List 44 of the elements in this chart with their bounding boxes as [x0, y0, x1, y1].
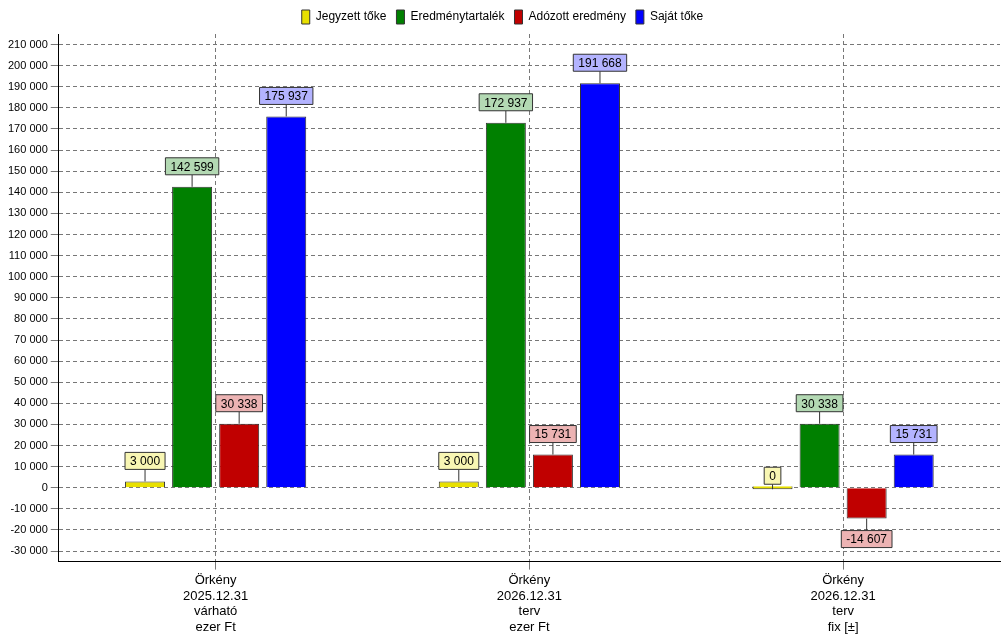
- legend-label: Eredménytartalék: [410, 9, 506, 24]
- data-label: -14 607: [846, 532, 888, 547]
- y-tick-label: 100 000: [8, 269, 48, 282]
- legend-label: Adózott eredmény: [528, 9, 626, 24]
- y-tick-label: 140 000: [8, 185, 48, 198]
- y-tick-label: 10 000: [14, 459, 48, 472]
- y-tick-label: 70 000: [14, 333, 48, 346]
- y-tick-label: 50 000: [14, 375, 48, 388]
- y-tick-label: 180 000: [8, 100, 48, 113]
- y-tick-label: 130 000: [8, 206, 48, 219]
- legend-label: Jegyzett tőke: [315, 9, 387, 24]
- x-tick-label: Örkény 2026.12.31 terv fix [±]: [810, 571, 876, 634]
- data-label: 30 338: [801, 396, 839, 411]
- data-label: 142 599: [170, 159, 215, 174]
- data-label: 191 668: [578, 56, 622, 71]
- data-label: 0: [769, 469, 777, 484]
- y-tick-label: 120 000: [8, 227, 48, 240]
- y-tick-label: 0: [41, 480, 48, 493]
- data-label: 3 000: [130, 454, 161, 469]
- y-tick-label: 170 000: [8, 122, 48, 134]
- y-tick-label: 150 000: [8, 164, 48, 177]
- y-tick-label: 20 000: [14, 438, 48, 451]
- y-tick-label: -30 000: [10, 544, 48, 557]
- y-tick-label: 60 000: [14, 354, 48, 367]
- x-tick-label: Örkény 2026.12.31 terv ezer Ft: [496, 571, 562, 634]
- y-tick-label: 210 000: [8, 37, 48, 50]
- y-tick-label: 40 000: [14, 396, 48, 409]
- data-label: 15 731: [895, 427, 933, 442]
- y-tick-label: -10 000: [10, 501, 48, 514]
- data-label: 3 000: [443, 454, 475, 469]
- x-tick-label: Örkény 2025.12.31 várható ezer Ft: [183, 571, 249, 634]
- y-tick-label: 30 000: [14, 417, 48, 430]
- y-tick-label: -20 000: [10, 522, 48, 535]
- legend-label: Saját tőke: [649, 9, 704, 24]
- y-tick-label: 90 000: [14, 290, 48, 303]
- y-tick-label: 190 000: [8, 79, 48, 92]
- data-label: 175 937: [264, 89, 309, 104]
- y-tick-label: 200 000: [8, 58, 48, 71]
- data-label: 30 338: [220, 396, 258, 411]
- data-label: 172 937: [484, 95, 528, 110]
- y-tick-label: 110 000: [8, 248, 48, 261]
- y-tick-label: 160 000: [8, 143, 48, 156]
- y-tick-label: 80 000: [14, 311, 48, 324]
- data-label: 15 731: [534, 427, 572, 442]
